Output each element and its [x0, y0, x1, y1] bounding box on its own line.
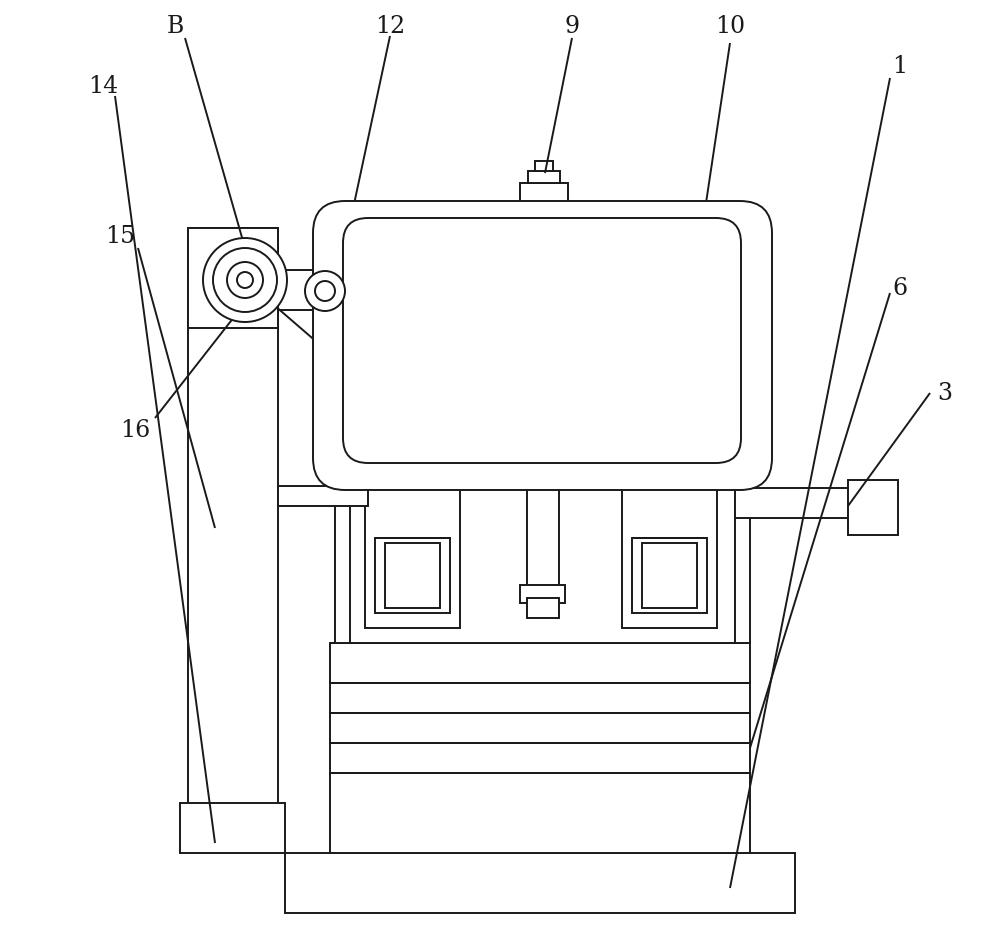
Bar — [365, 463, 460, 628]
Bar — [330, 683, 750, 713]
Bar — [335, 358, 750, 643]
Text: 10: 10 — [715, 14, 745, 38]
Bar — [350, 433, 735, 643]
Bar — [375, 538, 450, 613]
Bar — [385, 543, 440, 608]
Circle shape — [213, 248, 277, 312]
Bar — [368, 428, 716, 458]
Bar — [638, 450, 670, 468]
Circle shape — [237, 272, 253, 288]
Text: 9: 9 — [564, 14, 580, 38]
FancyBboxPatch shape — [313, 201, 772, 490]
Text: 6: 6 — [892, 277, 908, 300]
FancyBboxPatch shape — [343, 218, 741, 463]
Bar — [330, 773, 750, 853]
Bar — [188, 228, 278, 328]
Bar — [527, 598, 559, 618]
Bar — [330, 643, 750, 683]
Bar — [528, 171, 560, 183]
Bar — [278, 486, 368, 506]
Text: 1: 1 — [892, 54, 908, 78]
Bar — [490, 450, 522, 468]
Bar — [848, 480, 898, 535]
Bar — [520, 183, 568, 213]
Text: 12: 12 — [375, 14, 405, 38]
Bar — [330, 713, 750, 743]
Circle shape — [315, 281, 335, 301]
Circle shape — [227, 262, 263, 298]
Circle shape — [203, 238, 287, 322]
Text: 15: 15 — [105, 225, 135, 247]
Bar — [500, 430, 580, 458]
Text: 3: 3 — [938, 381, 952, 405]
Bar — [330, 743, 750, 773]
Bar — [535, 161, 553, 171]
Bar — [632, 538, 707, 613]
Bar — [527, 458, 559, 593]
Bar — [508, 213, 578, 233]
Bar — [642, 543, 697, 608]
Bar — [188, 228, 278, 808]
Text: 16: 16 — [120, 418, 150, 442]
Bar — [622, 463, 717, 628]
Bar — [388, 450, 420, 468]
Bar — [510, 436, 575, 458]
Bar — [520, 585, 565, 603]
Bar — [735, 488, 855, 518]
Bar — [285, 853, 795, 913]
Text: B: B — [166, 14, 184, 38]
Text: 14: 14 — [88, 75, 118, 98]
Bar — [180, 803, 285, 853]
Bar — [278, 270, 348, 310]
Circle shape — [305, 271, 345, 311]
